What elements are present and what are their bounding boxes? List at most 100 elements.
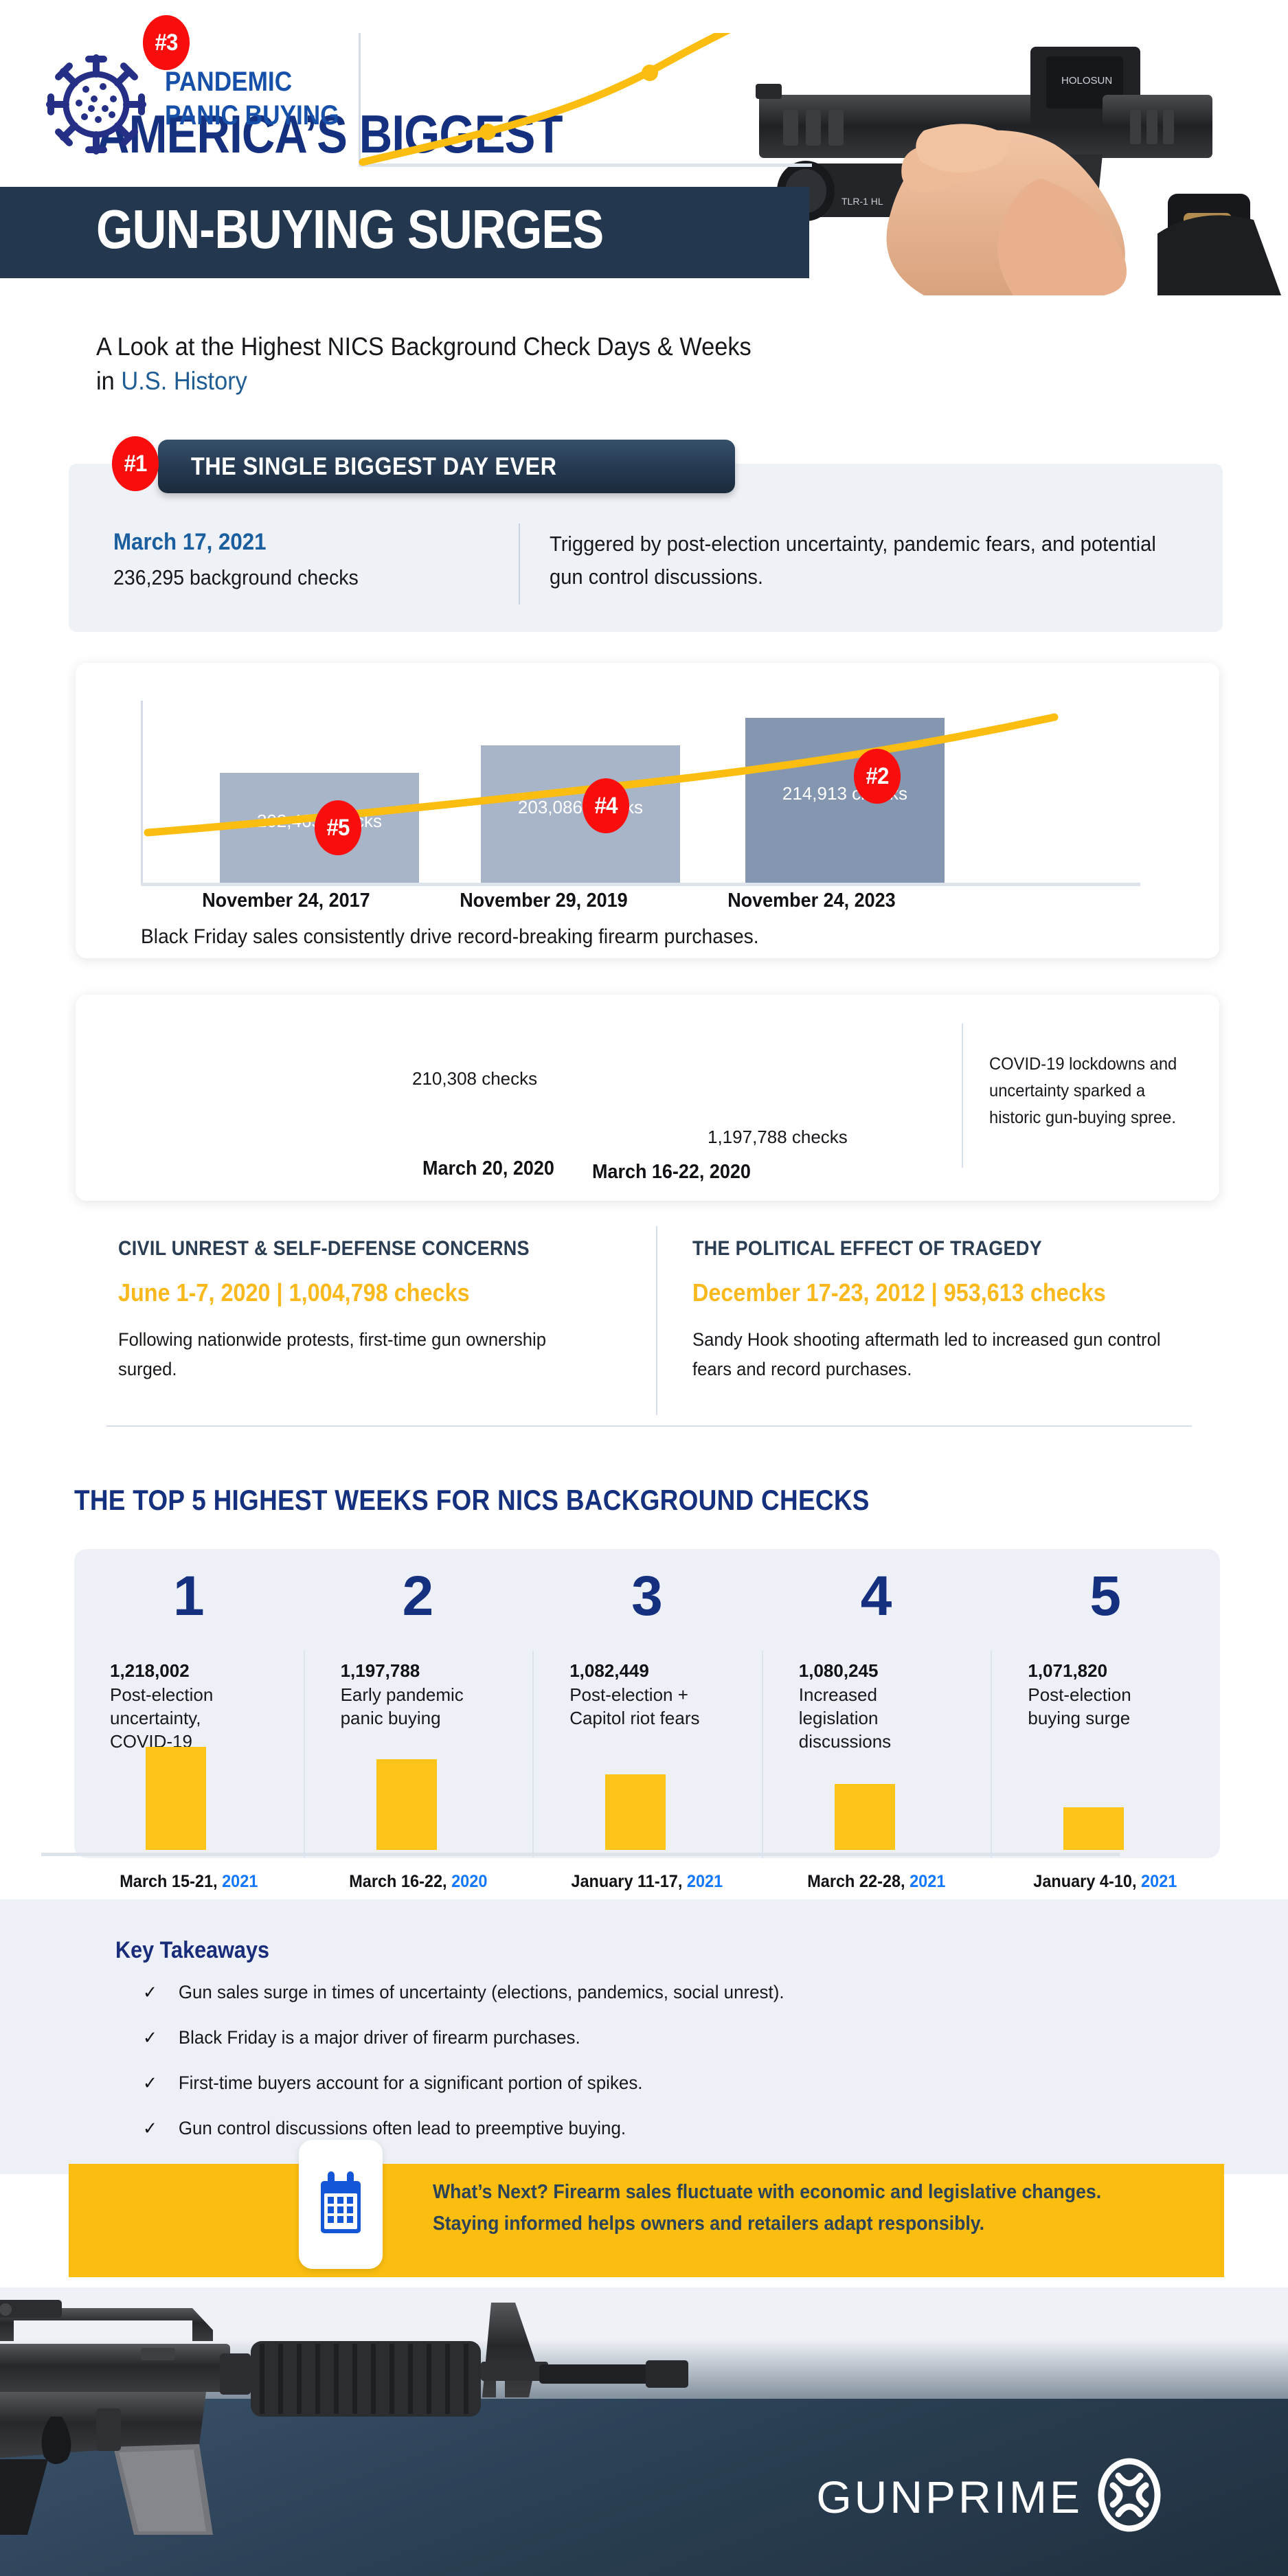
top5-bar — [146, 1747, 206, 1850]
biggest-day-stats: March 17, 2021 236,295 background checks — [113, 529, 498, 590]
trend-line — [144, 713, 1059, 837]
rank-badge-5: #5 — [314, 800, 362, 855]
svg-text:HOLOSUN: HOLOSUN — [1061, 75, 1112, 87]
political-effect-column: THE POLITICAL EFFECT OF TRAGEDY December… — [692, 1237, 1201, 1384]
coronavirus-icon — [38, 43, 155, 159]
pandemic-week-label: 1,197,788 checks — [708, 1127, 848, 1147]
political-effect-body: Sandy Hook shooting aftermath led to inc… — [692, 1329, 1161, 1380]
divider — [962, 1024, 963, 1168]
page-subtitle: A Look at the Highest NICS Background Ch… — [96, 330, 754, 398]
list-item-label: Black Friday is a major driver of firear… — [178, 2027, 580, 2048]
list-item-label: Gun sales surge in times of uncertainty … — [178, 1982, 784, 2002]
top5-bar — [834, 1784, 895, 1850]
title-banner-bar — [0, 187, 809, 278]
top5-description: Post-election + Capitol riot fears — [569, 1684, 700, 1728]
whats-next-banner — [69, 2164, 1224, 2277]
rank-badge-4: #4 — [582, 778, 630, 833]
subtitle-link[interactable]: U.S. History — [121, 366, 247, 395]
top5-value: 1,218,002 — [110, 1660, 190, 1681]
check-icon: ✓ — [143, 1982, 157, 2002]
biggest-day-checks: 236,295 background checks — [113, 565, 359, 589]
top5-card: 1 1,218,002 Post-election uncertainty, C… — [74, 1549, 1220, 1858]
top5-date-1: March 15-21, 2021 — [120, 1872, 258, 1891]
top5-description: Post-election buying surge — [1028, 1684, 1131, 1728]
rank-badge-3: #3 — [142, 15, 190, 70]
pandemic-card — [76, 995, 1219, 1201]
chart-y-axis — [141, 701, 143, 886]
black-friday-card: 202,465 checks 203,086 checks 214,913 ch… — [76, 663, 1219, 958]
political-effect-heading: THE POLITICAL EFFECT OF TRAGEDY — [692, 1237, 1042, 1260]
bar-2019: 203,086 checks — [481, 745, 680, 883]
rank-badge-1: #1 — [111, 436, 159, 491]
list-item-label: First-time buyers account for a signific… — [178, 2072, 643, 2093]
rank-number: 3 — [631, 1565, 663, 1627]
top5-item-body: 1,218,002 Post-election uncertainty, COV… — [74, 1651, 304, 1858]
top5-item-5: 5 1,071,820 Post-election buying surge — [991, 1549, 1220, 1858]
top5-value: 1,082,449 — [569, 1660, 649, 1681]
biggest-day-section: THE SINGLE BIGGEST DAY EVER #1 March 17,… — [69, 436, 1223, 632]
list-item: ✓ First-time buyers account for a signif… — [143, 2072, 1066, 2118]
rank-number: 5 — [1089, 1565, 1121, 1627]
key-takeaways-title: Key Takeaways — [115, 1937, 269, 1963]
top5-value: 1,080,245 — [798, 1660, 879, 1681]
gunprime-logo: GUNPRIME — [816, 2458, 1161, 2535]
divider — [519, 523, 520, 605]
calendar-icon — [299, 2140, 383, 2269]
section-rule — [106, 1425, 1192, 1427]
biggest-day-heading: THE SINGLE BIGGEST DAY EVER — [191, 452, 557, 480]
chart-y-axis — [359, 33, 361, 167]
top5-item-2: 2 1,197,788 Early pandemic panic buying — [303, 1549, 533, 1858]
pandemic-title: PANDEMIC PANIC BUYING — [165, 65, 339, 133]
pandemic-description: COVID-19 lockdowns and uncertainty spark… — [989, 1054, 1177, 1127]
top5-item-body: 1,071,820 Post-election buying surge — [991, 1651, 1220, 1858]
top5-date-labels: March 15-21, 2021 March 16-22, 2020 Janu… — [74, 1872, 1220, 1899]
top5-item-3: 3 1,082,449 Post-election + Capitol riot… — [532, 1549, 762, 1858]
top5-grid: 1 1,218,002 Post-election uncertainty, C… — [74, 1549, 1220, 1858]
top5-title: THE TOP 5 HIGHEST WEEKS FOR NICS BACKGRO… — [74, 1484, 870, 1516]
pandemic-date-day: March 20, 2020 — [422, 1157, 554, 1179]
list-item: ✓ Gun sales surge in times of uncertaint… — [143, 1982, 1066, 2027]
check-icon: ✓ — [143, 2072, 157, 2093]
top5-date-5: January 4-10, 2021 — [1033, 1872, 1177, 1891]
key-takeaways-list: ✓ Gun sales surge in times of uncertaint… — [143, 1982, 1105, 2163]
top5-date-3: January 11-17, 2021 — [571, 1872, 723, 1891]
top5-item-body: 1,080,245 Increased legislation discussi… — [761, 1651, 991, 1858]
biggest-day-description: Triggered by post-election uncertainty, … — [550, 532, 1156, 589]
check-icon: ✓ — [143, 2118, 157, 2138]
x-label-2023: November 24, 2023 — [727, 890, 896, 912]
biggest-day-header-bar: THE SINGLE BIGGEST DAY EVER — [158, 440, 735, 493]
svg-text:TLR-1 HL: TLR-1 HL — [841, 196, 883, 207]
black-friday-chart: 202,465 checks 203,086 checks 214,913 ch… — [141, 701, 1140, 886]
pandemic-day-label: 210,308 checks — [412, 1068, 538, 1089]
pandemic-chart — [359, 33, 812, 167]
top5-value: 1,071,820 — [1028, 1660, 1108, 1681]
x-label-2017: November 24, 2017 — [202, 890, 370, 912]
top5-description: Early pandemic panic buying — [340, 1684, 464, 1728]
top5-date-4: March 22-28, 2021 — [806, 1872, 946, 1891]
civil-unrest-amount: June 1-7, 2020 | 1,004,798 checks — [118, 1278, 470, 1307]
political-effect-amount: December 17-23, 2012 | 953,613 checks — [692, 1278, 1106, 1307]
top5-x-axis — [41, 1853, 1120, 1856]
ar15-rifle-photo — [0, 2287, 714, 2535]
list-item: ✓ Gun control discussions often lead to … — [143, 2118, 1066, 2163]
top5-item-body: 1,082,449 Post-election + Capitol riot f… — [532, 1651, 762, 1858]
pandemic-title-line2: PANIC BUYING — [165, 100, 339, 131]
biggest-day-date: March 17, 2021 — [113, 529, 267, 555]
top5-date-2: March 16-22, 2020 — [348, 1872, 487, 1891]
civil-unrest-body: Following nationwide protests, first-tim… — [118, 1329, 547, 1380]
top5-item-4: 4 1,080,245 Increased legislation discus… — [761, 1549, 991, 1858]
list-item-label: Gun control discussions often lead to pr… — [178, 2118, 626, 2138]
top5-description: Post-election uncertainty, COVID-19 — [110, 1684, 214, 1752]
list-item: ✓ Black Friday is a major driver of fire… — [143, 2027, 1066, 2072]
top5-value: 1,197,788 — [340, 1660, 420, 1681]
black-friday-x-labels: November 24, 2017 November 29, 2019 Nove… — [141, 890, 1140, 920]
top5-bar — [605, 1774, 666, 1850]
rank-badge-2: #2 — [853, 749, 901, 804]
x-label-2019: November 29, 2019 — [460, 890, 628, 912]
two-column-section: CIVIL UNREST & SELF-DEFENSE CONCERNS Jun… — [69, 1226, 1223, 1432]
top5-bar — [1063, 1807, 1125, 1850]
top5-bar — [376, 1759, 437, 1850]
pandemic-title-line1: PANDEMIC — [165, 67, 293, 97]
chart-x-axis — [359, 163, 812, 167]
